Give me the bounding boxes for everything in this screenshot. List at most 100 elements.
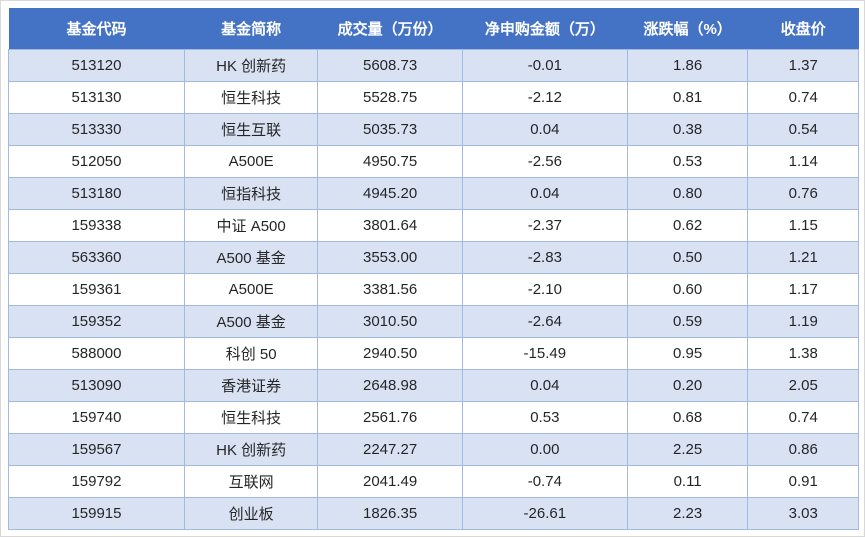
table-cell-volume: 3010.50 xyxy=(317,304,463,338)
column-header-close-price: 收盘价 xyxy=(747,8,859,49)
table-cell-fund-name: 互联网 xyxy=(183,464,319,498)
table-cell-fund-name: 恒生科技 xyxy=(183,400,319,434)
table-cell-volume: 5035.73 xyxy=(317,112,463,146)
table-cell-fund-code: 512050 xyxy=(8,144,185,178)
table-cell-net-purchase: -2.12 xyxy=(461,80,628,114)
table-cell-fund-name: 恒生互联 xyxy=(183,112,319,146)
table-cell-change-pct: 0.62 xyxy=(626,208,749,242)
column-header-fund-name: 基金简称 xyxy=(184,8,318,49)
column-header-fund-code: 基金代码 xyxy=(8,8,185,49)
table-cell-close-price: 1.38 xyxy=(747,336,859,370)
table-cell-volume: 3553.00 xyxy=(317,240,463,274)
table-row: 513330 恒生互联 5035.73 0.04 0.38 0.54 xyxy=(8,112,859,146)
table-cell-fund-code: 513120 xyxy=(8,48,185,82)
table-cell-fund-code: 159352 xyxy=(8,304,185,338)
table-cell-net-purchase: 0.53 xyxy=(461,400,628,434)
table-cell-close-price: 2.05 xyxy=(747,368,859,402)
table-cell-fund-code: 563360 xyxy=(8,240,185,274)
table-cell-close-price: 1.17 xyxy=(747,272,859,306)
table-cell-volume: 2940.50 xyxy=(317,336,463,370)
table-cell-volume: 2648.98 xyxy=(317,368,463,402)
table-cell-fund-code: 159915 xyxy=(8,496,185,530)
table-row: 513090 香港证券 2648.98 0.04 0.20 2.05 xyxy=(8,368,859,402)
table-cell-net-purchase: 0.04 xyxy=(461,112,628,146)
table-cell-net-purchase: -0.01 xyxy=(461,48,628,82)
table-cell-change-pct: 0.81 xyxy=(626,80,749,114)
table-cell-change-pct: 0.59 xyxy=(626,304,749,338)
table-cell-fund-code: 588000 xyxy=(8,336,185,370)
table-cell-close-price: 1.37 xyxy=(747,48,859,82)
table-cell-change-pct: 0.80 xyxy=(626,176,749,210)
table-row: 512050 A500E 4950.75 -2.56 0.53 1.14 xyxy=(8,144,859,178)
table-cell-close-price: 0.76 xyxy=(747,176,859,210)
table-cell-volume: 4950.75 xyxy=(317,144,463,178)
table-cell-volume: 3801.64 xyxy=(317,208,463,242)
table-cell-fund-name: 恒指科技 xyxy=(183,176,319,210)
table-cell-volume: 2041.49 xyxy=(317,464,463,498)
table-row: 159740 恒生科技 2561.76 0.53 0.68 0.74 xyxy=(8,400,859,434)
table-row: 588000 科创 50 2940.50 -15.49 0.95 1.38 xyxy=(8,336,859,370)
column-header-volume: 成交量（万份） xyxy=(317,8,463,49)
column-header-change-pct: 涨跌幅（%） xyxy=(627,8,748,49)
table-cell-close-price: 3.03 xyxy=(747,496,859,530)
table-cell-change-pct: 0.60 xyxy=(626,272,749,306)
table-cell-close-price: 1.14 xyxy=(747,144,859,178)
table-cell-net-purchase: -0.74 xyxy=(461,464,628,498)
table-cell-fund-code: 513130 xyxy=(8,80,185,114)
table-cell-net-purchase: -26.61 xyxy=(461,496,628,530)
table-cell-close-price: 0.86 xyxy=(747,432,859,466)
table-cell-net-purchase: 0.04 xyxy=(461,176,628,210)
table-cell-fund-name: A500E xyxy=(183,272,319,306)
table-cell-close-price: 1.15 xyxy=(747,208,859,242)
table-cell-fund-code: 513180 xyxy=(8,176,185,210)
table-header: 基金代码 基金简称 成交量（万份） 净申购金额（万） 涨跌幅（%） 收盘价 xyxy=(8,8,859,49)
table-cell-change-pct: 0.50 xyxy=(626,240,749,274)
table-row: 563360 A500 基金 3553.00 -2.83 0.50 1.21 xyxy=(8,240,859,274)
table-cell-fund-code: 159567 xyxy=(8,432,185,466)
table-cell-change-pct: 0.95 xyxy=(626,336,749,370)
header-row: 基金代码 基金简称 成交量（万份） 净申购金额（万） 涨跌幅（%） 收盘价 xyxy=(8,8,859,49)
table-cell-net-purchase: -15.49 xyxy=(461,336,628,370)
table-row: 159352 A500 基金 3010.50 -2.64 0.59 1.19 xyxy=(8,304,859,338)
table-row: 159567 HK 创新药 2247.27 0.00 2.25 0.86 xyxy=(8,432,859,466)
table-cell-volume: 5528.75 xyxy=(317,80,463,114)
column-header-net-purchase: 净申购金额（万） xyxy=(462,8,628,49)
table-cell-net-purchase: 0.04 xyxy=(461,368,628,402)
table-cell-close-price: 1.19 xyxy=(747,304,859,338)
table-cell-close-price: 0.91 xyxy=(747,464,859,498)
table-row: 159792 互联网 2041.49 -0.74 0.11 0.91 xyxy=(8,464,859,498)
table-cell-change-pct: 0.68 xyxy=(626,400,749,434)
table-cell-fund-name: A500 基金 xyxy=(183,240,319,274)
table-row: 513130 恒生科技 5528.75 -2.12 0.81 0.74 xyxy=(8,80,859,114)
table-cell-volume: 1826.35 xyxy=(317,496,463,530)
table-cell-net-purchase: -2.83 xyxy=(461,240,628,274)
table-cell-fund-name: 恒生科技 xyxy=(183,80,319,114)
table-body: 513120 HK 创新药 5608.73 -0.01 1.86 1.37 513130 恒生… xyxy=(8,48,859,530)
table-cell-volume: 2561.76 xyxy=(317,400,463,434)
table-cell-fund-code: 159361 xyxy=(8,272,185,306)
table-cell-net-purchase: -2.56 xyxy=(461,144,628,178)
table-cell-net-purchase: -2.37 xyxy=(461,208,628,242)
table-cell-volume: 5608.73 xyxy=(317,48,463,82)
table-cell-fund-name: A500E xyxy=(183,144,319,178)
table-cell-fund-name: HK 创新药 xyxy=(183,48,319,82)
table-cell-fund-code: 159792 xyxy=(8,464,185,498)
table-cell-volume: 4945.20 xyxy=(317,176,463,210)
table-cell-fund-name: 创业板 xyxy=(183,496,319,530)
table-cell-fund-name: 香港证券 xyxy=(183,368,319,402)
table-cell-close-price: 0.54 xyxy=(747,112,859,146)
table-cell-change-pct: 2.25 xyxy=(626,432,749,466)
table-cell-change-pct: 2.23 xyxy=(626,496,749,530)
table-cell-net-purchase: 0.00 xyxy=(461,432,628,466)
table-row: 513120 HK 创新药 5608.73 -0.01 1.86 1.37 xyxy=(8,48,859,82)
table-row: 159915 创业板 1826.35 -26.61 2.23 3.03 xyxy=(8,496,859,530)
table-cell-fund-name: 中证 A500 xyxy=(183,208,319,242)
table-cell-change-pct: 0.53 xyxy=(626,144,749,178)
table-cell-fund-name: A500 基金 xyxy=(183,304,319,338)
table-cell-close-price: 0.74 xyxy=(747,400,859,434)
table-cell-fund-name: HK 创新药 xyxy=(183,432,319,466)
table-cell-change-pct: 0.38 xyxy=(626,112,749,146)
table-cell-change-pct: 0.11 xyxy=(626,464,749,498)
table-cell-close-price: 1.21 xyxy=(747,240,859,274)
